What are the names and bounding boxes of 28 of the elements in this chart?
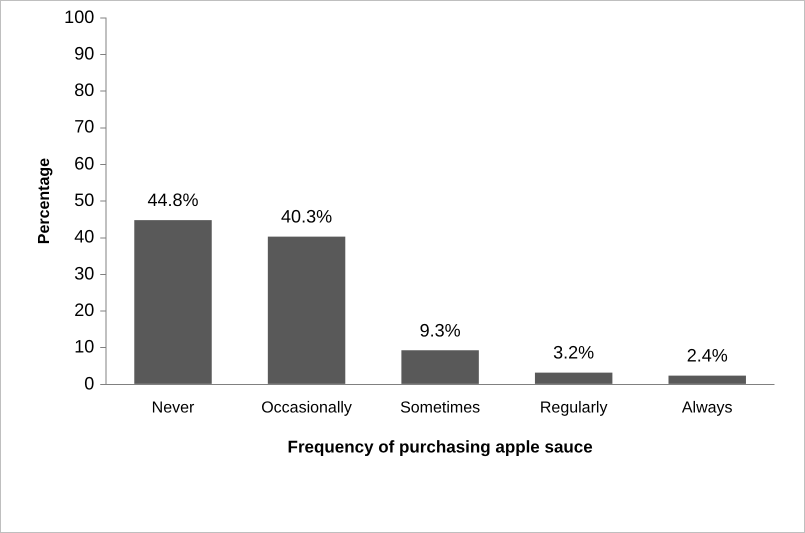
data-label: 3.2% — [553, 342, 594, 363]
x-tick-label: Sometimes — [400, 399, 480, 416]
y-tick-label: 60 — [74, 153, 94, 174]
y-tick-label: 100 — [64, 6, 94, 27]
y-tick-label: 50 — [74, 190, 94, 210]
y-tick-label: 20 — [74, 300, 94, 320]
data-label: 44.8% — [147, 190, 199, 210]
bar — [668, 376, 746, 384]
data-label: 9.3% — [420, 320, 461, 340]
bar — [534, 372, 612, 384]
y-tick-label: 40 — [74, 226, 94, 247]
y-tick-label: 70 — [74, 116, 94, 137]
y-tick-label: 90 — [74, 43, 94, 64]
bar — [134, 220, 212, 384]
x-tick-label: Always — [682, 399, 733, 416]
bar — [268, 236, 346, 384]
x-tick-label: Never — [152, 399, 196, 416]
y-tick-label: 10 — [74, 336, 94, 357]
y-tick-label: 80 — [74, 80, 94, 100]
y-tick-label: 0 — [84, 373, 94, 394]
y-tick-label: 30 — [74, 263, 94, 284]
data-label: 2.4% — [686, 346, 728, 366]
x-tick-label: Occasionally — [261, 399, 352, 416]
x-axis-title: Frequency of purchasing apple sauce — [288, 437, 593, 456]
data-label: 40.3% — [281, 206, 332, 227]
bar — [401, 350, 479, 384]
y-axis-title: Percentage — [36, 158, 54, 244]
x-tick-label: Regularly — [540, 399, 608, 416]
